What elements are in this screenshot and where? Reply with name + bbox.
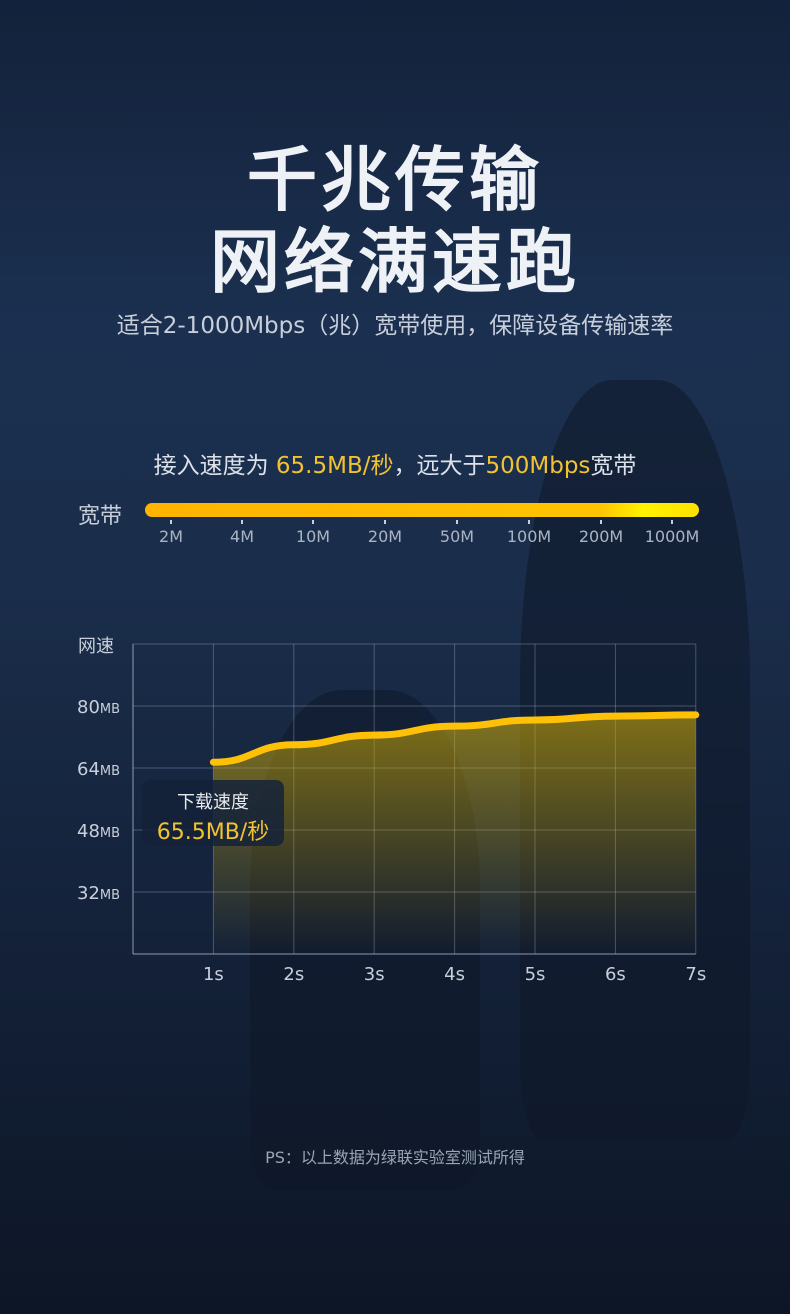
- bandwidth-tick-label: 2M: [159, 527, 183, 546]
- intro-text: 接入速度为: [153, 453, 276, 479]
- callout-value: 65.5MB/秒: [156, 820, 270, 845]
- x-tick-label: 4s: [444, 964, 465, 985]
- bandwidth-tick: [312, 520, 314, 524]
- bandwidth-tick-label: 50M: [439, 527, 475, 546]
- y-tick-unit: MB: [100, 702, 120, 717]
- bandwidth-tick-label: 4M: [230, 527, 254, 546]
- bandwidth-tick: [456, 520, 458, 524]
- intro-bandwidth: 500Mbps: [485, 453, 591, 479]
- bandwidth-label: 宽带: [78, 504, 123, 529]
- bandwidth-bar: [145, 503, 699, 517]
- x-tick-label: 1s: [203, 964, 224, 985]
- intro-text: 宽带: [590, 453, 637, 479]
- headline-line1: 千兆传输: [247, 139, 543, 221]
- x-tick-label: 2s: [283, 964, 304, 985]
- bandwidth-tick-label: 1000M: [644, 527, 700, 546]
- bandwidth-tick: [600, 520, 602, 524]
- bandwidth-tick: [528, 520, 530, 524]
- bandwidth-tick-label: 10M: [295, 527, 331, 546]
- footnote: PS：以上数据为绿联实验室测试所得: [265, 1148, 525, 1167]
- bandwidth-tick-label: 200M: [578, 527, 624, 546]
- x-tick-label: 3s: [364, 964, 385, 985]
- y-tick-unit: MB: [100, 826, 120, 841]
- bandwidth-tick: [241, 520, 243, 524]
- y-tick-label: 80MB: [77, 697, 120, 718]
- x-tick-label: 6s: [605, 964, 626, 985]
- callout-label: 下载速度: [177, 792, 249, 813]
- bandwidth-tick-label: 20M: [367, 527, 403, 546]
- bandwidth-tick-label: 100M: [506, 527, 552, 546]
- bandwidth-tick: [384, 520, 386, 524]
- y-tick-label: 64MB: [77, 759, 120, 780]
- area-fill: [213, 714, 696, 954]
- y-tick-number: 80: [77, 697, 100, 718]
- y-tick-label: 48MB: [77, 821, 120, 842]
- y-tick-label: 32MB: [77, 883, 120, 904]
- x-tick-label: 7s: [685, 964, 706, 985]
- y-tick-number: 64: [77, 759, 100, 780]
- headline-line2: 网络满速跑: [210, 221, 580, 303]
- speed-intro: 接入速度为 65.5MB/秒，远大于500Mbps宽带: [0, 446, 790, 480]
- intro-speed: 65.5MB/秒: [275, 453, 394, 479]
- bandwidth-tick: [170, 520, 172, 524]
- x-tick-label: 5s: [525, 964, 546, 985]
- download-speed-callout: 下载速度 65.5MB/秒: [142, 780, 284, 846]
- y-tick-number: 48: [77, 821, 100, 842]
- y-axis-label: 网速: [78, 636, 114, 657]
- bandwidth-tick: [671, 520, 673, 524]
- y-tick-unit: MB: [100, 888, 120, 903]
- y-tick-number: 32: [77, 883, 100, 904]
- intro-text: ，远大于: [393, 453, 486, 479]
- y-tick-unit: MB: [100, 764, 120, 779]
- subtitle: 适合2-1000Mbps（兆）宽带使用，保障设备传输速率: [116, 313, 674, 339]
